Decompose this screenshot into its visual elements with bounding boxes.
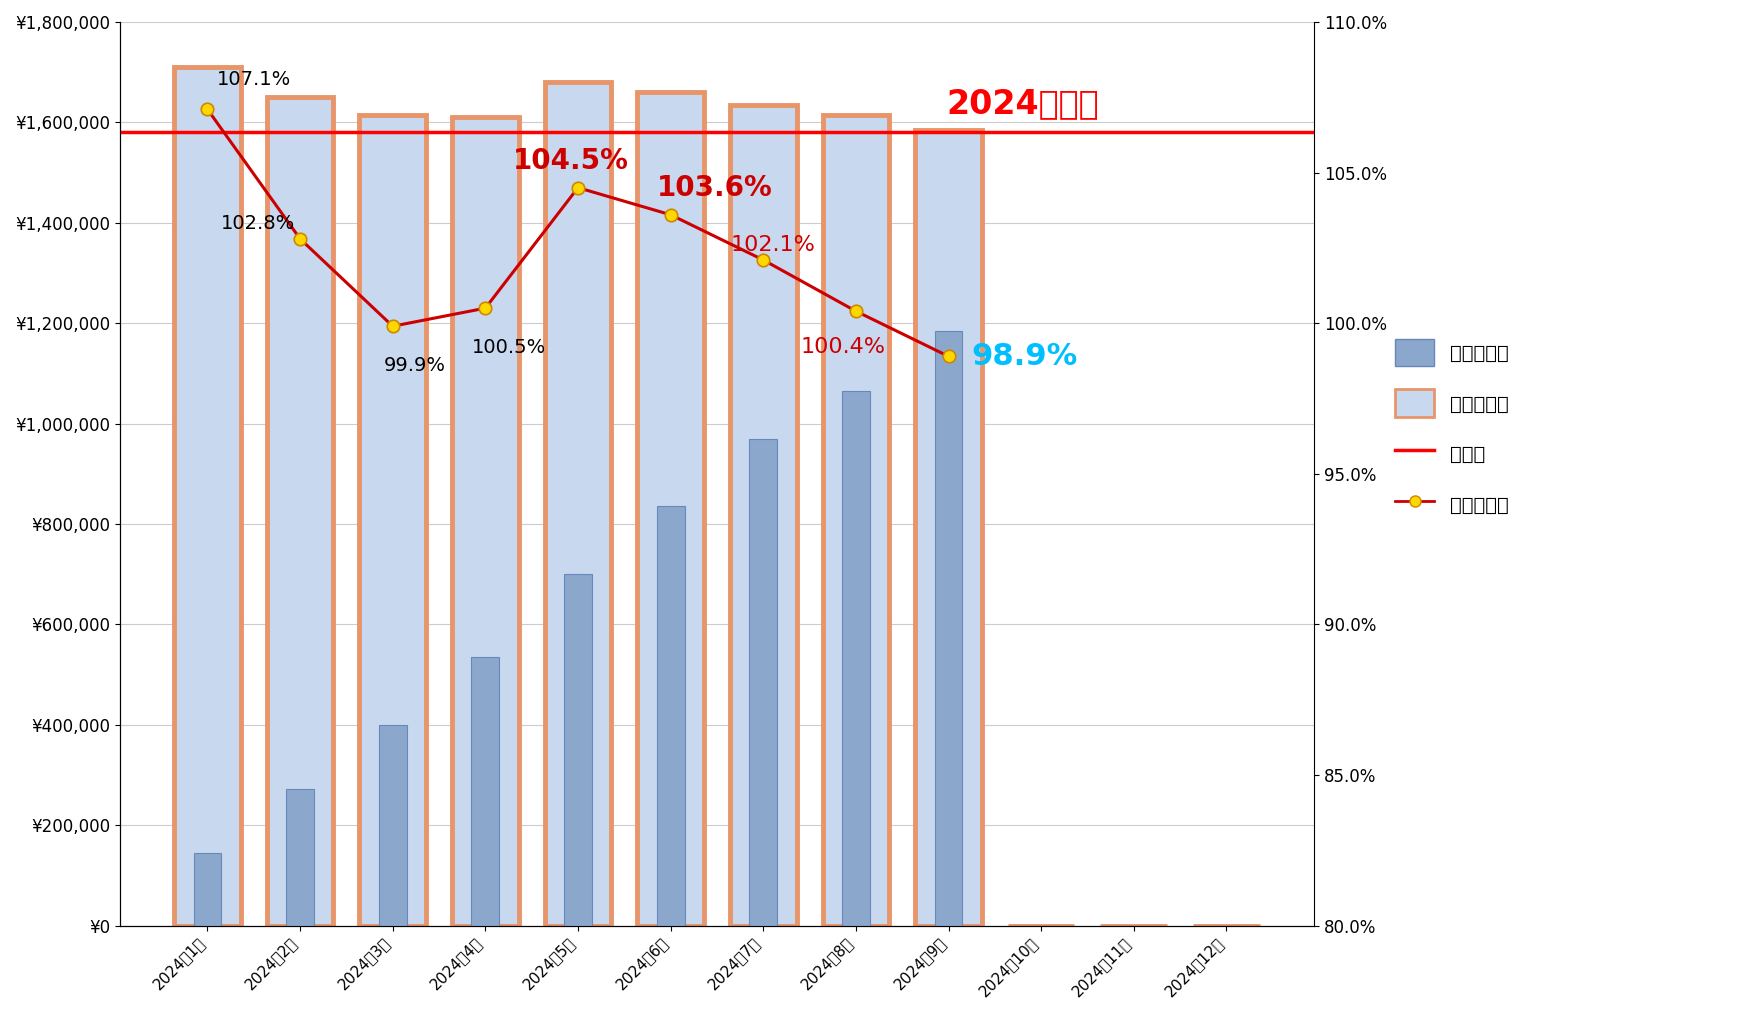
- Bar: [193, 853, 221, 926]
- Text: 104.5%: 104.5%: [514, 147, 629, 174]
- Text: 98.9%: 98.9%: [972, 342, 1078, 371]
- Bar: [915, 130, 982, 926]
- Text: 100.4%: 100.4%: [800, 338, 885, 357]
- Bar: [638, 92, 704, 926]
- Text: 99.9%: 99.9%: [383, 356, 446, 375]
- Legend: 月出費予測, 年総計予測, 年予算, 予算消化率: 月出費予測, 年総計予測, 年予算, 予算消化率: [1395, 339, 1509, 518]
- Bar: [174, 67, 240, 926]
- Bar: [267, 97, 333, 926]
- Text: 2024年予算: 2024年予算: [946, 87, 1099, 120]
- Bar: [451, 118, 519, 926]
- Text: 102.8%: 102.8%: [221, 214, 296, 233]
- Text: 102.1%: 102.1%: [732, 235, 815, 255]
- Bar: [359, 115, 427, 926]
- Bar: [545, 82, 611, 926]
- Text: 103.6%: 103.6%: [657, 173, 772, 202]
- Bar: [564, 574, 592, 926]
- Bar: [730, 104, 796, 926]
- Text: 100.5%: 100.5%: [472, 338, 545, 357]
- Bar: [841, 391, 869, 926]
- Bar: [935, 331, 962, 926]
- Bar: [657, 506, 685, 926]
- Bar: [822, 115, 888, 926]
- Bar: [749, 439, 777, 926]
- Bar: [378, 725, 406, 926]
- Bar: [472, 657, 500, 926]
- Bar: [286, 789, 314, 926]
- Text: 107.1%: 107.1%: [216, 70, 291, 89]
